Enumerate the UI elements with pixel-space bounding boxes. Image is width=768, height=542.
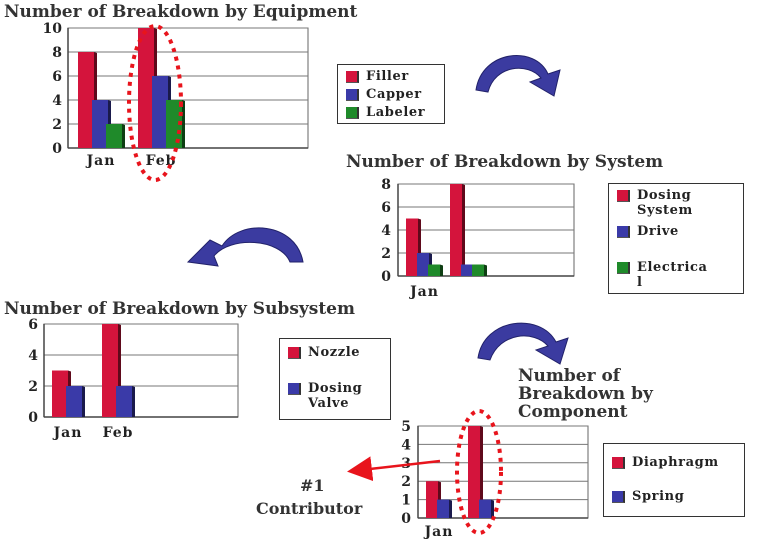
chart3-bar <box>437 499 449 518</box>
chart3-y-tick-label: 0 <box>401 511 411 527</box>
chart1-bar <box>450 184 462 276</box>
chart0-bar <box>152 76 168 148</box>
legend-swatch-diaphragm <box>612 457 625 469</box>
chart2-y-tick-label: 0 <box>28 410 38 426</box>
legend-label-filler: Filler <box>366 69 409 84</box>
legend-swatch-capper <box>346 89 359 101</box>
annotation-label: Contributor <box>256 499 363 518</box>
chart2-x-tick-label: Jan <box>52 425 83 441</box>
legend-label-nozzle: Nozzle <box>308 345 361 360</box>
chart3-y-tick-label: 4 <box>401 437 411 453</box>
legend-label-dosing-valve: Dosing Valve <box>308 381 363 411</box>
chart0-bar <box>138 28 154 148</box>
legend-swatch-electrical <box>617 262 630 274</box>
chart0-x-tick-label: Feb <box>146 153 177 169</box>
curved-arrow-icon <box>475 55 561 97</box>
chart2-bar <box>102 324 118 417</box>
chart3-bar-side <box>491 499 494 518</box>
legend-label-capper: Capper <box>366 87 422 102</box>
chart2-y-tick-label: 4 <box>28 348 38 364</box>
chart0-y-tick-label: 6 <box>52 69 62 85</box>
chart0-bar <box>92 100 108 148</box>
legend-label-electrical: Electrica l <box>637 260 708 290</box>
chart0-y-tick-label: 4 <box>52 93 62 109</box>
chart-title-equipment: Number of Breakdown by Equipment <box>4 2 358 22</box>
chart1-y-tick-label: 2 <box>381 246 391 262</box>
chart2-bar-side <box>82 386 85 417</box>
legend-swatch-dosing-system <box>617 190 630 202</box>
chart1-bar-side <box>484 264 487 276</box>
chart0-y-tick-label: 2 <box>52 117 62 133</box>
chart3-bar-side <box>449 499 452 518</box>
chart1-bar <box>428 264 440 276</box>
chart0-bar <box>106 124 122 148</box>
chart3-bar <box>426 481 438 518</box>
chart3-y-tick-label: 1 <box>401 493 411 509</box>
chart2-bar <box>52 370 68 417</box>
chart3-bar <box>479 499 491 518</box>
system-legend: Dosing System Drive Electrica l <box>608 183 744 294</box>
equipment-legend: Filler Capper Labeler <box>337 64 445 124</box>
legend-swatch-dosing-valve <box>288 383 301 395</box>
legend-swatch-filler <box>346 71 359 83</box>
legend-label-spring: Spring <box>632 489 685 504</box>
chart1-bar <box>472 264 484 276</box>
chart1-y-tick-label: 4 <box>381 223 391 239</box>
contributor-pointer-arrow <box>347 456 441 482</box>
annotation-rank: #1 <box>300 476 325 495</box>
chart0-x-tick-label: Jan <box>85 153 116 169</box>
chart0-bar <box>78 52 94 148</box>
legend-label-dosing-system: Dosing System <box>637 188 693 218</box>
chart1-bar <box>461 264 473 276</box>
chart0-y-tick-label: 0 <box>52 141 62 157</box>
chart2-x-tick-label: Feb <box>103 425 134 441</box>
chart1-bar-side <box>462 184 465 276</box>
legend-label-drive: Drive <box>637 224 679 239</box>
chart3-y-tick-label: 5 <box>401 419 411 435</box>
chart0-bar-side <box>122 124 125 148</box>
chart2-y-tick-label: 2 <box>28 379 38 395</box>
highlight-ellipse-component <box>455 409 503 535</box>
chart1-y-tick-label: 8 <box>381 177 391 193</box>
chart-title-component: Number of Breakdown by Component <box>518 366 653 422</box>
component-legend: Diaphragm Spring <box>603 443 745 517</box>
chart3-x-tick-label: Jan <box>423 524 454 540</box>
subsystem-legend: Nozzle Dosing Valve <box>279 338 391 420</box>
legend-label-diaphragm: Diaphragm <box>632 455 719 470</box>
chart1-y-tick-label: 0 <box>381 269 391 285</box>
legend-swatch-nozzle <box>288 347 301 359</box>
chart-title-subsystem: Number of Breakdown by Subsystem <box>4 299 355 319</box>
legend-swatch-spring <box>612 491 625 503</box>
legend-swatch-drive <box>617 226 630 238</box>
chart0-bar <box>166 100 182 148</box>
chart3-y-tick-label: 2 <box>401 474 411 490</box>
chart2-bar <box>116 386 132 417</box>
chart-title-system: Number of Breakdown by System <box>346 152 664 172</box>
chart2-bar <box>66 386 82 417</box>
curved-arrow-icon <box>477 322 569 365</box>
chart1-x-tick-label: Jan <box>408 284 439 300</box>
legend-label-labeler: Labeler <box>366 105 426 120</box>
highlight-ellipse-equipment <box>127 24 183 182</box>
curved-arrow-icon <box>186 227 304 267</box>
chart0-y-tick-label: 10 <box>43 21 63 37</box>
chart3-bar-side <box>480 426 483 518</box>
chart1-y-tick-label: 6 <box>381 200 391 216</box>
chart1-bar <box>417 253 429 276</box>
chart1-bar-side <box>440 264 443 276</box>
legend-swatch-labeler <box>346 107 359 119</box>
chart1-bar <box>406 218 418 276</box>
chart2-y-tick-label: 6 <box>28 317 38 333</box>
chart3-bar <box>468 426 480 518</box>
chart0-y-tick-label: 8 <box>52 45 62 61</box>
chart2-bar-side <box>132 386 135 417</box>
